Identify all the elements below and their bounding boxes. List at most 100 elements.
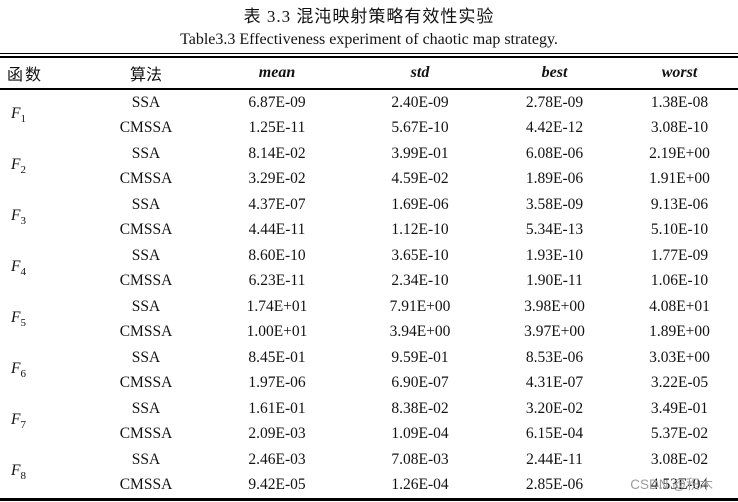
table-title-en: Table3.3 Effectiveness experiment of cha…	[180, 31, 558, 48]
worst-cell: 3.08E-10	[650, 119, 709, 137]
std-cell: 1.09E-04	[391, 425, 449, 443]
worst-cell: 3.03E+00	[649, 348, 710, 366]
table-row: CMSSA 3.29E-02 4.59E-02 1.89E-06 1.91E+00	[0, 167, 738, 193]
best-cell: 6.08E-06	[525, 144, 584, 162]
column-header-best: best	[488, 58, 621, 90]
std-cell: 3.99E-01	[391, 144, 449, 162]
function-label: F7	[11, 411, 26, 432]
worst-cell: 3.08E-02	[650, 450, 709, 468]
mean-cell: 1.00E+01	[246, 323, 308, 341]
worst-cell: 5.37E-02	[650, 425, 709, 443]
table-title-zh: 表 3.3 混沌映射策略有效性实验	[243, 7, 495, 26]
std-cell: 3.65E-10	[391, 246, 449, 264]
algorithm-cell: SSA	[131, 195, 161, 213]
algorithm-cell: SSA	[131, 399, 161, 417]
algorithm-cell: CMSSA	[119, 221, 173, 239]
best-cell: 2.85E-06	[525, 476, 584, 494]
algorithm-cell: CMSSA	[119, 119, 173, 137]
best-cell: 8.53E-06	[525, 348, 584, 366]
best-cell: 4.42E-12	[525, 119, 584, 137]
results-table: 函数 算法 mean std best worst F1 SSA 6.87E-09 2…	[0, 58, 738, 501]
mean-cell: 8.14E-02	[248, 144, 306, 162]
mean-cell: 6.87E-09	[248, 93, 306, 111]
std-cell: 9.59E-01	[391, 348, 449, 366]
algorithm-cell: CMSSA	[119, 425, 173, 443]
table-body: F1 SSA 6.87E-09 2.40E-09 2.78E-09 1.38E-08 CMS…	[0, 89, 738, 500]
function-label: F1	[11, 105, 26, 126]
worst-cell: 9.13E-06	[650, 195, 709, 213]
algorithm-cell: SSA	[131, 450, 161, 468]
std-cell: 1.69E-06	[391, 195, 449, 213]
algorithm-cell: SSA	[131, 246, 161, 264]
header-row: 函数 算法 mean std best worst	[0, 58, 738, 90]
worst-cell: 1.89E+00	[649, 323, 710, 341]
table-row: F2 SSA 8.14E-02 3.99E-01 6.08E-06 2.19E+00	[0, 141, 738, 177]
std-cell: 3.94E+00	[389, 323, 451, 341]
worst-cell: 1.06E-10	[650, 272, 709, 290]
std-cell: 2.40E-09	[391, 93, 449, 111]
column-header-std: std	[352, 58, 488, 90]
best-cell: 1.90E-11	[526, 272, 583, 290]
function-label: F8	[11, 462, 26, 483]
mean-cell: 1.61E-01	[248, 399, 306, 417]
mean-cell: 2.09E-03	[248, 425, 306, 443]
mean-cell: 4.37E-07	[248, 195, 306, 213]
column-header-mean: mean	[202, 58, 352, 90]
best-cell: 3.97E+00	[524, 323, 585, 341]
best-cell: 4.31E-07	[525, 374, 584, 392]
table-row: CMSSA 1.97E-06 6.90E-07 4.31E-07 3.22E-05	[0, 371, 738, 397]
mean-cell: 1.25E-11	[248, 119, 306, 137]
worst-cell: 1.91E+00	[649, 170, 710, 188]
best-cell: 2.78E-09	[525, 93, 584, 111]
best-cell: 1.93E-10	[525, 246, 584, 264]
algorithm-cell: SSA	[131, 93, 161, 111]
algorithm-cell: CMSSA	[119, 272, 173, 290]
table-row: F1 SSA 6.87E-09 2.40E-09 2.78E-09 1.38E-08	[0, 89, 738, 126]
column-header-function: 函数	[0, 58, 90, 90]
mean-cell: 9.42E-05	[248, 476, 306, 494]
worst-cell: 2.19E+00	[649, 144, 710, 162]
algorithm-cell: CMSSA	[119, 476, 173, 494]
std-cell: 5.67E-10	[391, 119, 449, 137]
function-label: F6	[11, 360, 26, 381]
worst-cell: 4.08E+01	[649, 297, 710, 315]
table-row: CMSSA 6.23E-11 2.34E-10 1.90E-11 1.06E-10	[0, 269, 738, 295]
column-header-worst: worst	[621, 58, 738, 90]
std-cell: 8.38E-02	[391, 399, 449, 417]
function-label: F2	[11, 156, 26, 177]
table-row: F3 SSA 4.37E-07 1.69E-06 3.58E-09 9.13E-06	[0, 192, 738, 228]
algorithm-cell: SSA	[131, 144, 161, 162]
algorithm-cell: SSA	[131, 348, 161, 366]
table-row: CMSSA 4.44E-11 1.12E-10 5.34E-13 5.10E-10	[0, 218, 738, 244]
table-row: F8 SSA 2.46E-03 7.08E-03 2.44E-11 3.08E-02	[0, 447, 738, 483]
table-row: F4 SSA 8.60E-10 3.65E-10 1.93E-10 1.77E-09	[0, 243, 738, 279]
best-cell: 1.89E-06	[525, 170, 584, 188]
mean-cell: 6.23E-11	[248, 272, 306, 290]
std-cell: 2.34E-10	[391, 272, 449, 290]
worst-cell: 5.10E-10	[650, 221, 709, 239]
table-header: 函数 算法 mean std best worst	[0, 58, 738, 90]
best-cell: 3.20E-02	[525, 399, 584, 417]
algorithm-cell: CMSSA	[119, 323, 173, 341]
table-row: CMSSA 9.42E-05 1.26E-04 2.85E-06 4.53E-04	[0, 473, 738, 500]
std-cell: 1.26E-04	[391, 476, 449, 494]
worst-cell: 3.22E-05	[650, 374, 709, 392]
best-cell: 3.58E-09	[525, 195, 584, 213]
worst-cell: 4.53E-04	[650, 476, 709, 494]
mean-cell: 1.97E-06	[248, 374, 306, 392]
table-row: CMSSA 1.25E-11 5.67E-10 4.42E-12 3.08E-10	[0, 116, 738, 142]
worst-cell: 3.49E-01	[650, 399, 709, 417]
mean-cell: 3.29E-02	[248, 170, 306, 188]
table-top-rule	[0, 53, 738, 58]
std-cell: 7.91E+00	[389, 297, 451, 315]
table-row: CMSSA 2.09E-03 1.09E-04 6.15E-04 5.37E-02	[0, 422, 738, 448]
best-cell: 6.15E-04	[525, 425, 584, 443]
best-cell: 2.44E-11	[526, 450, 583, 468]
column-header-algorithm: 算法	[90, 58, 202, 90]
worst-cell: 1.77E-09	[650, 246, 709, 264]
algorithm-cell: SSA	[131, 297, 161, 315]
std-cell: 6.90E-07	[391, 374, 449, 392]
algorithm-cell: CMSSA	[119, 170, 173, 188]
function-label: F3	[11, 207, 26, 228]
